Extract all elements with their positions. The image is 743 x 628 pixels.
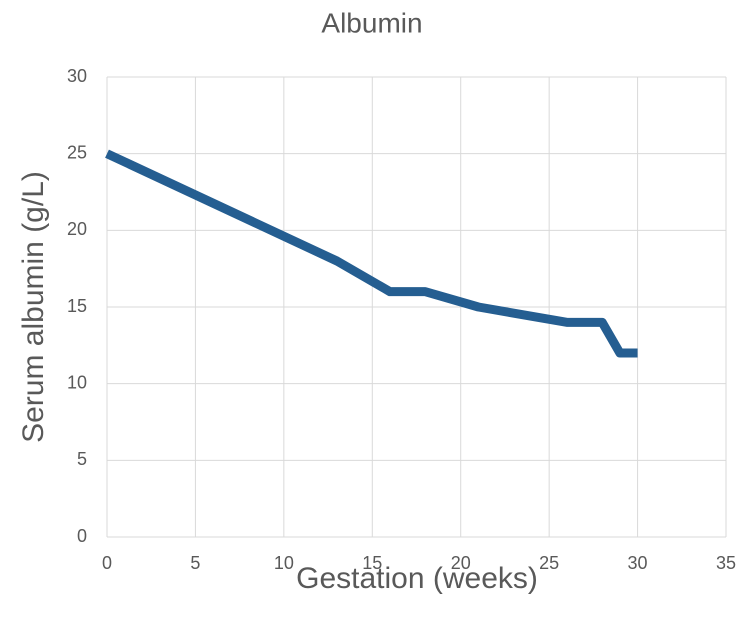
y-tick-label: 20 <box>67 219 87 239</box>
x-tick-label: 20 <box>451 553 471 573</box>
y-tick-label: 30 <box>67 66 87 86</box>
x-axis-label: Gestation (weeks) <box>296 562 538 595</box>
x-tick-label: 5 <box>190 553 200 573</box>
x-tick-label: 10 <box>274 553 294 573</box>
y-tick-label: 15 <box>67 296 87 316</box>
y-tick-label: 10 <box>67 372 87 392</box>
y-tick-label: 25 <box>67 142 87 162</box>
x-tick-label: 15 <box>362 553 382 573</box>
y-tick-label: 0 <box>77 526 87 546</box>
y-axis-label: Serum albumin (g/L) <box>17 171 50 443</box>
x-tick-label: 0 <box>102 553 112 573</box>
x-tick-label: 25 <box>539 553 559 573</box>
data-line <box>105 149 638 358</box>
x-tick-label: 30 <box>628 553 648 573</box>
x-tick-label: 35 <box>716 553 736 573</box>
y-tick-label: 5 <box>77 449 87 469</box>
chart-title: Albumin <box>321 7 422 38</box>
